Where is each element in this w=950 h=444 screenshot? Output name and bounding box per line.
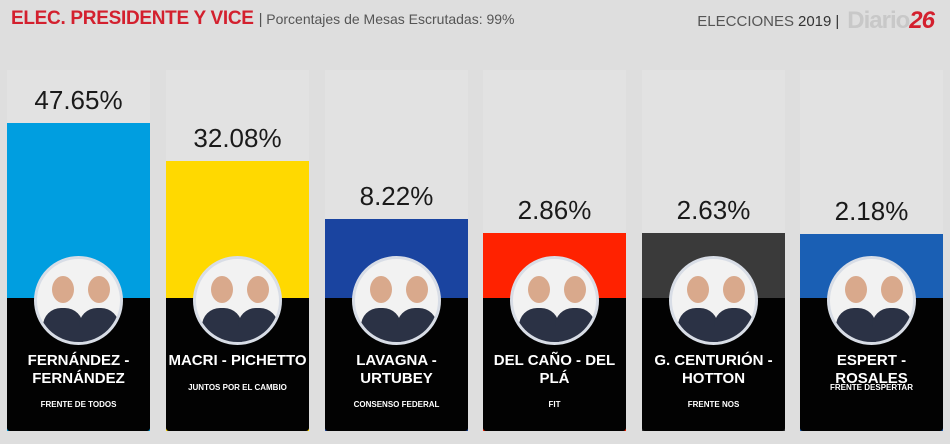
person-icon [555, 272, 595, 342]
names-line-1: FERNÁNDEZ - [27, 352, 130, 369]
logo-number: 26 [909, 7, 935, 34]
candidate-column: 8.22% LAVAGNA - URTUBEY CONSENSO FEDERAL [325, 70, 468, 431]
person-icon [43, 272, 83, 342]
candidate-photo [193, 256, 282, 345]
person-icon [79, 272, 119, 342]
names-line-1: ESPERT - ROSALES [835, 352, 908, 387]
candidate-photo [510, 256, 599, 345]
person-icon [397, 272, 437, 342]
names-line-1: G. CENTURIÓN - [654, 352, 773, 369]
brand-separator: | [835, 12, 840, 30]
party-name: FIT [548, 400, 561, 409]
percentage-label: 8.22% [359, 181, 434, 211]
candidate-names: MACRI - PICHETTO [168, 352, 307, 370]
candidate-names: DEL CAÑO - DEL PLÁ [485, 352, 624, 388]
candidate-column: 32.08% MACRI - PICHETTO JUNTOS POR EL CA… [166, 70, 309, 431]
subtitle: Porcentajes de Mesas Escrutadas: 99% [266, 11, 515, 27]
names-line-1: DEL CAÑO - DEL [493, 352, 616, 369]
candidate-column: 2.63% G. CENTURIÓN - HOTTON FRENTE NOS [642, 70, 785, 431]
brand-year: 2019 [798, 12, 832, 30]
brand: ELECCIONES 2019 | Diario26 [697, 7, 935, 35]
percentage-label: 2.86% [517, 195, 592, 225]
person-icon [238, 272, 278, 342]
person-icon [678, 272, 718, 342]
person-icon [714, 272, 754, 342]
candidate-column: 2.86% DEL CAÑO - DEL PLÁ FIT [483, 70, 626, 431]
candidate-column: 2.18% ESPERT - ROSALES FRENTE DESPERTAR [800, 70, 943, 431]
names-line-2: PLÁ [539, 370, 570, 387]
person-icon [872, 272, 912, 342]
candidate-column: 47.65% FERNÁNDEZ - FERNÁNDEZ FRENTE DE T… [7, 70, 150, 431]
party-name: FRENTE NOS [687, 400, 740, 409]
candidate-names: FERNÁNDEZ - FERNÁNDEZ [9, 352, 148, 388]
person-icon [202, 272, 242, 342]
party-name: JUNTOS POR EL CAMBIO [188, 383, 287, 392]
names-line-1: MACRI - PICHETTO [168, 352, 307, 369]
percentage-label: 32.08% [193, 123, 282, 153]
party-name: FRENTE DE TODOS [40, 400, 117, 409]
names-line-2: FERNÁNDEZ [32, 370, 125, 387]
party-name: FRENTE DESPERTAR [830, 383, 913, 392]
person-icon [519, 272, 559, 342]
candidate-photo [827, 256, 916, 345]
candidate-photo [352, 256, 441, 345]
percentage-label: 47.65% [34, 85, 123, 115]
title-separator: | [258, 11, 263, 28]
logo: Diario26 [847, 7, 935, 35]
candidate-names: ESPERT - ROSALES [802, 352, 941, 388]
names-line-1: LAVAGNA - [356, 352, 437, 369]
page-title: ELEC. PRESIDENTE Y VICE | Porcentajes de M… [11, 8, 515, 30]
header: ELEC. PRESIDENTE Y VICE | Porcentajes de M… [0, 0, 950, 40]
candidate-photo [34, 256, 123, 345]
title-text: ELEC. PRESIDENTE Y VICE [11, 8, 254, 29]
names-line-2: URTUBEY [360, 370, 433, 387]
logo-text: Diario [847, 7, 910, 34]
party-name: CONSENSO FEDERAL [353, 400, 440, 409]
person-icon [361, 272, 401, 342]
brand-label: ELECCIONES [697, 12, 794, 30]
percentage-label: 2.63% [676, 195, 751, 225]
candidate-photo [669, 256, 758, 345]
names-line-2: HOTTON [681, 370, 746, 387]
candidate-names: LAVAGNA - URTUBEY [327, 352, 466, 388]
candidate-names: G. CENTURIÓN - HOTTON [644, 352, 783, 388]
person-icon [836, 272, 876, 342]
percentage-label: 2.18% [834, 196, 909, 226]
